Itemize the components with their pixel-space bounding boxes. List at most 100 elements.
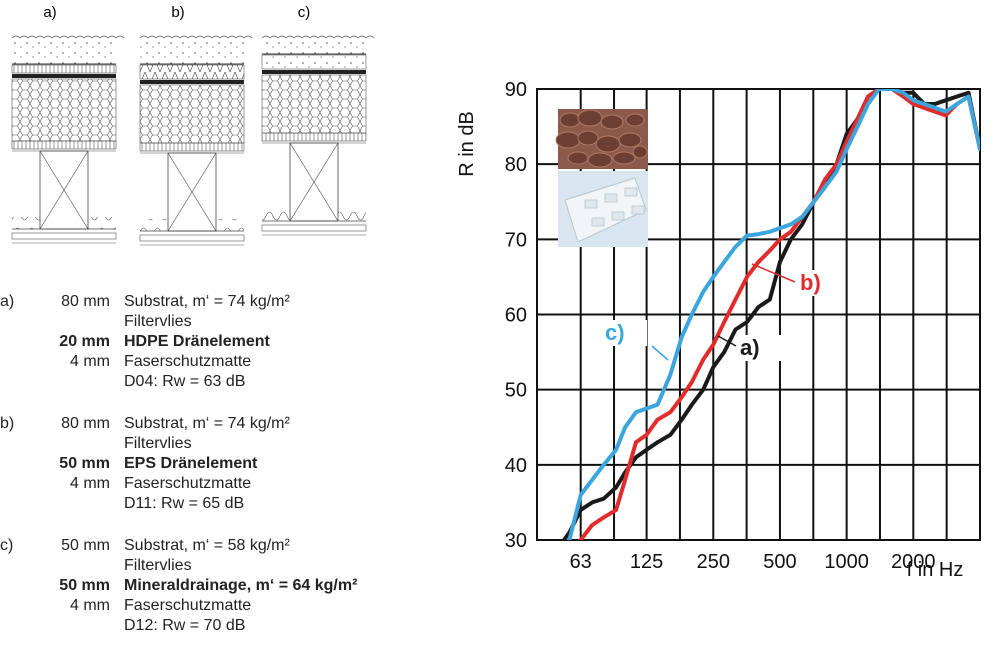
- config-tag: [0, 556, 32, 576]
- layer-description: D11: Rw = 65 dB: [124, 495, 245, 512]
- layer-description: Filtervlies: [124, 435, 192, 452]
- section-c: [261, 35, 375, 236]
- annotation-leader: [651, 345, 669, 361]
- layer-thickness: 80 mm: [61, 293, 110, 310]
- layer-thickness: 50 mm: [59, 455, 110, 472]
- layer-row: a) 80 mm Substrat, m‘ = 74 kg/m²: [0, 292, 420, 312]
- x-tick-label: 2000: [891, 551, 936, 573]
- layer-thickness: [32, 616, 124, 636]
- config-tag: [0, 494, 32, 514]
- annotation-leader: [751, 263, 796, 283]
- annotation-bg: [603, 320, 647, 346]
- x-tick-label: 1000: [824, 551, 869, 573]
- series-line-b: [578, 89, 980, 540]
- y-tick-label: 80: [505, 154, 527, 176]
- chart-axes: 30 40 50 60 70 80 90 63 125 250 500 1000 2000 R in dB…: [456, 79, 963, 581]
- series-annotation: a): [740, 335, 760, 360]
- eps-drainage-photo: [558, 171, 648, 247]
- layer-row: 50 mm EPS Dränelement: [0, 454, 420, 474]
- layer-thickness: [32, 312, 124, 332]
- layer-description: Filtervlies: [124, 313, 192, 330]
- section-drawings-svg: a) b) c): [11, 4, 375, 246]
- layer-row: 4 mm Faserschutzmatte: [0, 352, 420, 372]
- config-tag: [0, 372, 32, 392]
- config-tag: b): [0, 415, 15, 432]
- layer-description: Substrat, m‘ = 74 kg/m²: [124, 293, 290, 310]
- layer-description: Filtervlies: [124, 557, 192, 574]
- layer-description: Mineraldrainage, m‘ = 64 kg/m²: [124, 577, 358, 594]
- config-tag: [0, 474, 32, 494]
- section-c-label: c): [298, 4, 311, 21]
- layer-description: Substrat, m‘ = 58 kg/m²: [124, 537, 290, 554]
- series-line-c: [565, 89, 980, 540]
- layer-row: 4 mm Faserschutzmatte: [0, 474, 420, 494]
- config-tag: [0, 332, 32, 352]
- layer-thickness: 20 mm: [59, 333, 110, 350]
- section-a: [11, 35, 125, 244]
- layer-description: Faserschutzmatte: [124, 597, 252, 614]
- x-tick-label: 125: [630, 551, 663, 573]
- config-tag: c): [0, 537, 14, 554]
- layer-description: Substrat, m‘ = 74 kg/m²: [124, 415, 290, 432]
- chart-annotations: a) b) c): [603, 263, 842, 361]
- x-tick-label: 500: [763, 551, 796, 573]
- config-tag: a): [0, 293, 15, 310]
- config-2: c) 50 mm Substrat, m‘ = 58 kg/m² Filtervlie…: [0, 536, 420, 636]
- layer-thickness: 50 mm: [61, 537, 110, 554]
- layer-description: Faserschutzmatte: [124, 475, 252, 492]
- y-tick-label: 30: [505, 530, 527, 552]
- layer-row: D11: Rw = 65 dB: [0, 494, 420, 514]
- layer-thickness: [32, 494, 124, 514]
- layer-row: c) 50 mm Substrat, m‘ = 58 kg/m²: [0, 536, 420, 556]
- layer-row: D04: Rw = 63 dB: [0, 372, 420, 392]
- y-tick-label: 90: [505, 79, 527, 101]
- layer-thickness: 50 mm: [59, 577, 110, 594]
- config-tag: [0, 454, 32, 474]
- x-tick-label: 63: [570, 551, 592, 573]
- annotation-leader: [717, 335, 737, 347]
- chart: 30 40 50 60 70 80 90 63 125 250 500 1000 2000 R in dB…: [440, 60, 1000, 648]
- layer-description: EPS Dränelement: [124, 455, 258, 472]
- layer-list: a) 80 mm Substrat, m‘ = 74 kg/m² Filtervlie…: [0, 292, 420, 658]
- y-axis-label: R in dB: [456, 111, 478, 177]
- layer-thickness: 4 mm: [70, 475, 110, 492]
- section-b-label: b): [171, 4, 184, 21]
- layer-thickness: 80 mm: [61, 415, 110, 432]
- config-tag: [0, 434, 32, 454]
- chart-svg: 30 40 50 60 70 80 90 63 125 250 500 1000 2000 R in dB…: [456, 79, 981, 581]
- layer-row: Filtervlies: [0, 312, 420, 332]
- y-tick-label: 60: [505, 305, 527, 327]
- layer-description: D04: Rw = 63 dB: [124, 373, 246, 390]
- series-annotation: c): [605, 320, 625, 345]
- layer-row: b) 80 mm Substrat, m‘ = 74 kg/m²: [0, 414, 420, 434]
- layer-row: 4 mm Faserschutzmatte: [0, 596, 420, 616]
- layer-row: Filtervlies: [0, 556, 420, 576]
- annotation-bg: [798, 270, 842, 296]
- layer-thickness: 4 mm: [70, 597, 110, 614]
- y-tick-label: 40: [505, 455, 527, 477]
- config-tag: [0, 596, 32, 616]
- layer-thickness: 4 mm: [70, 353, 110, 370]
- layer-description: D12: Rw = 70 dB: [124, 617, 246, 634]
- y-tick-label: 50: [505, 380, 527, 402]
- material-photos: [555, 109, 648, 247]
- config-tag: [0, 576, 32, 596]
- layer-description: Faserschutzmatte: [124, 353, 252, 370]
- layer-thickness: [32, 372, 124, 392]
- layer-row: 50 mm Mineraldrainage, m‘ = 64 kg/m²: [0, 576, 420, 596]
- x-tick-label: 250: [697, 551, 730, 573]
- config-1: b) 80 mm Substrat, m‘ = 74 kg/m² Filtervlie…: [0, 414, 420, 514]
- layer-row: Filtervlies: [0, 434, 420, 454]
- layer-row: D12: Rw = 70 dB: [0, 616, 420, 636]
- config-tag: [0, 616, 32, 636]
- annotation-bg: [738, 335, 782, 361]
- config-tag: [0, 352, 32, 372]
- mineral-drainage-photo: [555, 109, 648, 169]
- chart-series: [561, 89, 980, 540]
- section-b: [139, 35, 253, 246]
- section-drawings: a) b) c): [0, 0, 400, 290]
- x-axis-label: f in Hz: [907, 559, 964, 581]
- config-tag: [0, 312, 32, 332]
- layer-row: 20 mm HDPE Dränelement: [0, 332, 420, 352]
- layer-thickness: [32, 556, 124, 576]
